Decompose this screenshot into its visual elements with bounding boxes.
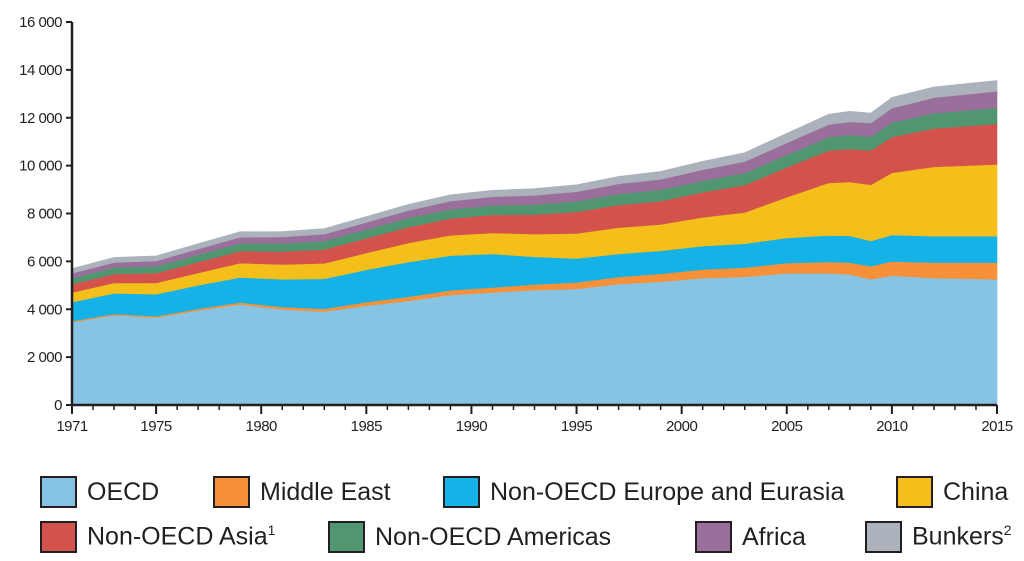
legend-swatch-non-oecd-europe-eurasia bbox=[443, 476, 480, 508]
legend-label-non-oecd-americas: Non-OECD Americas bbox=[375, 522, 612, 551]
x-tick-label: 2015 bbox=[981, 418, 1013, 435]
y-tick-label: 14 000 bbox=[19, 62, 62, 79]
legend-label-oecd: OECD bbox=[87, 477, 160, 506]
y-tick-label: 0 bbox=[54, 397, 62, 414]
x-tick-label: 1975 bbox=[140, 418, 172, 435]
y-tick-label: 16 000 bbox=[19, 14, 62, 31]
x-tick-label: 2000 bbox=[666, 418, 698, 435]
y-tick-label: 4 000 bbox=[27, 301, 62, 318]
legend-swatch-middle-east bbox=[213, 476, 250, 508]
legend-label-middle-east: Middle East bbox=[260, 477, 391, 506]
y-tick-label: 10 000 bbox=[19, 158, 62, 175]
legend-swatch-china bbox=[896, 476, 933, 508]
x-tick-label: 1985 bbox=[351, 418, 383, 435]
legend-item-non-oecd-americas: Non-OECD Americas bbox=[328, 517, 611, 557]
x-tick-label: 2005 bbox=[771, 418, 803, 435]
legend-swatch-non-oecd-americas bbox=[328, 521, 365, 553]
y-tick-label: 2 000 bbox=[27, 349, 62, 366]
legend: OECD Middle East Non-OECD Europe and Eur… bbox=[0, 462, 1024, 561]
legend-label-bunkers: Bunkers2 bbox=[912, 522, 1012, 551]
legend-swatch-non-oecd-asia bbox=[40, 521, 77, 553]
y-tick-label: 6 000 bbox=[27, 253, 62, 270]
chart: 0 2 000 4 000 6 000 8 000 10 000 12 000 14 000 1… bbox=[19, 14, 1013, 435]
legend-item-non-oecd-asia: Non-OECD Asia1 bbox=[40, 517, 275, 557]
area-bunkers bbox=[71, 80, 998, 274]
x-tick-label: 1990 bbox=[456, 418, 488, 435]
legend-item-non-oecd-europe-eurasia: Non-OECD Europe and Eurasia bbox=[443, 472, 844, 512]
legend-label-africa: Africa bbox=[742, 522, 806, 551]
legend-item-africa: Africa bbox=[695, 517, 806, 557]
x-tick-label: 1971 bbox=[56, 418, 88, 435]
y-tick-label: 12 000 bbox=[19, 110, 62, 127]
footnote-marker-1: 1 bbox=[267, 522, 276, 539]
y-tick-label: 8 000 bbox=[27, 206, 62, 223]
legend-label-non-oecd-asia: Non-OECD Asia1 bbox=[87, 522, 276, 551]
legend-label-china: China bbox=[943, 477, 1009, 506]
legend-item-bunkers: Bunkers2 bbox=[865, 517, 1012, 557]
legend-swatch-oecd bbox=[40, 476, 77, 508]
legend-swatch-africa bbox=[695, 521, 732, 553]
legend-item-china: China bbox=[896, 472, 1008, 512]
area-series-layer bbox=[71, 80, 998, 406]
legend-item-middle-east: Middle East bbox=[213, 472, 391, 512]
footnote-marker-2: 2 bbox=[1003, 522, 1012, 539]
legend-label-non-oecd-europe-eurasia: Non-OECD Europe and Eurasia bbox=[490, 477, 845, 506]
x-tick-label: 1995 bbox=[561, 418, 593, 435]
legend-item-oecd: OECD bbox=[40, 472, 159, 512]
x-tick-label: 2010 bbox=[876, 418, 908, 435]
legend-swatch-bunkers bbox=[865, 521, 902, 553]
x-tick-label: 1980 bbox=[246, 418, 278, 435]
axis-ticks: 0 2 000 4 000 6 000 8 000 10 000 12 000 14 000 1… bbox=[19, 14, 1013, 435]
